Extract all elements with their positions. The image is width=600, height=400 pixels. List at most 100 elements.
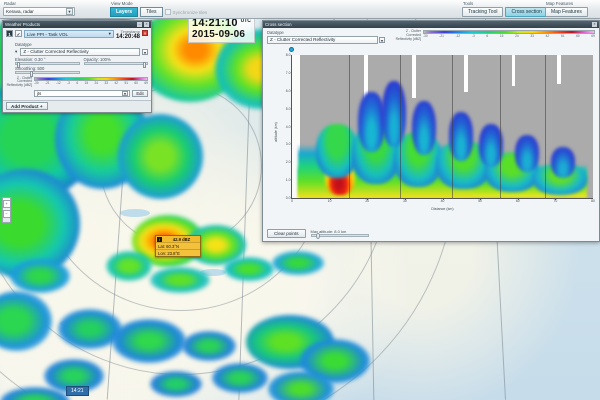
- radar-select[interactable]: Kerava, radar ▼: [3, 7, 75, 16]
- remove-product-button[interactable]: ×: [142, 30, 148, 36]
- timestamp-value: 14:20:48: [115, 34, 140, 40]
- tools-group: Tools Tracking Tool Cross section: [462, 1, 548, 17]
- scale-tick: 33: [530, 34, 534, 39]
- smoothing-slider[interactable]: [15, 70, 80, 77]
- slider-handle[interactable]: [17, 61, 20, 68]
- y-tick: 8.0: [285, 53, 291, 57]
- weather-products-title: Weather Products: [5, 22, 41, 27]
- product-select[interactable]: Live PPI - Task VOL ▾: [24, 30, 114, 38]
- opacity-slider-group: Opacity: 100%: [83, 56, 148, 68]
- x-tick: 20: [365, 199, 370, 203]
- map-zoom-controls[interactable]: + −: [2, 197, 11, 223]
- edit-palette-button[interactable]: Edit: [132, 89, 148, 97]
- scale-tick: -30: [34, 80, 39, 85]
- scale-tick: 51: [124, 80, 128, 85]
- radar-select-value: Kerava, radar: [6, 9, 34, 14]
- scale-tick: -12: [455, 34, 461, 39]
- tracking-tool-button[interactable]: Tracking Tool: [462, 7, 504, 17]
- zoom-in-icon[interactable]: +: [2, 200, 11, 208]
- map-timestamp-utc: UTC: [240, 19, 251, 24]
- datatype-select[interactable]: Z - Clutter Corrected Reflectivity: [20, 47, 140, 56]
- close-icon[interactable]: ×: [592, 22, 597, 27]
- cross-section-plot[interactable]: altitude (km): [267, 47, 595, 213]
- cross-section-point-handle[interactable]: [289, 47, 294, 52]
- scale-tick: -21: [45, 80, 50, 85]
- map-timestamp-time: 14:21:10: [192, 19, 238, 29]
- radar-echo: [272, 251, 324, 275]
- cross-section-titlebar[interactable]: Cross section ×: [263, 21, 599, 28]
- opacity-label: Opacity: 100%: [83, 56, 111, 62]
- y-tick: 0.0: [285, 196, 291, 200]
- clear-points-button[interactable]: Clear points: [267, 229, 306, 238]
- opacity-slider[interactable]: [83, 61, 148, 68]
- add-product-button[interactable]: Add Product +: [6, 102, 48, 111]
- scale-tick: -12: [56, 80, 61, 85]
- radar-echo: [150, 267, 210, 293]
- x-tick: 0: [291, 199, 293, 203]
- slider-handle[interactable]: [29, 70, 33, 77]
- max-altitude-slider[interactable]: [310, 233, 369, 240]
- echo-turret: [550, 146, 575, 178]
- y-tick: 1.0: [285, 178, 291, 183]
- x-tick: 80: [591, 199, 595, 203]
- layer-visible-checkbox[interactable]: ✓: [15, 30, 22, 37]
- tab-tiles[interactable]: Tiles: [140, 7, 163, 17]
- echo-turret: [514, 135, 539, 173]
- color-scale-caption: Z - Clutter Corrected Reflectivity [dBZ]: [6, 75, 32, 88]
- echo-turret: [382, 80, 407, 147]
- cs-scale-caption: Z - Clutter Corrected Reflectivity [dBZ]: [395, 29, 421, 41]
- zoom-out-icon[interactable]: −: [2, 210, 11, 218]
- radar-echo: [182, 331, 236, 361]
- map-time-badge[interactable]: 14:21: [66, 386, 89, 396]
- x-axis-label: Distance (km): [431, 207, 454, 211]
- scale-tick: 15: [499, 34, 504, 39]
- scale-tick: 24: [515, 34, 519, 39]
- cross-section-footer: Clear points Max altitude: 8.0 km: [267, 228, 595, 240]
- cs-datatype-value: Z - Clutter Corrected Reflectivity: [270, 37, 336, 42]
- map-features-button[interactable]: Map Features: [545, 7, 588, 17]
- max-altitude-label: Max altitude: 8.0 km: [310, 228, 347, 234]
- synchronize-tiles-checkbox[interactable]: Synchronize tiles: [164, 9, 207, 15]
- datatype-select-value: Z - Clutter Corrected Reflectivity: [23, 49, 89, 54]
- expand-icon[interactable]: ▾: [15, 48, 18, 54]
- cs-datatype-select[interactable]: Z - Clutter Corrected Reflectivity: [267, 35, 378, 44]
- minimize-icon[interactable]: –: [137, 22, 142, 27]
- slider-handle[interactable]: [143, 61, 146, 68]
- y-axis-label: altitude (km): [273, 122, 278, 142]
- weather-products-body: 1 ✓ Live PPI - Task VOL ▾ Timestamp 14:2…: [3, 28, 151, 100]
- tab-layers[interactable]: Layers: [110, 7, 139, 17]
- data-gap: [556, 55, 562, 84]
- chevron-down-icon[interactable]: ▾: [142, 48, 148, 55]
- y-tick: 7.0: [285, 70, 291, 75]
- cross-section-header: Datatype Z - Clutter Corrected Reflectiv…: [263, 28, 599, 44]
- close-icon[interactable]: ×: [144, 22, 149, 27]
- slider-handle[interactable]: [315, 233, 320, 240]
- tooltip-lat: Lat: 60.3°N: [156, 242, 200, 249]
- map-timestamp-date: 2015-09-06: [192, 29, 246, 40]
- chevron-down-icon[interactable]: ▾: [379, 36, 385, 43]
- x-tick: 60: [515, 199, 520, 203]
- radar-echo: [10, 259, 70, 293]
- plot-axes: 0.0 1.0 2.0 3.0 4.0 5.0 6.0 7.0 8.0 0 10…: [286, 53, 595, 211]
- map-timestamp-overlay: 14:21:10 UTC 2015-09-06: [188, 19, 255, 43]
- weather-products-titlebar[interactable]: Weather Products – ×: [3, 21, 151, 28]
- ray-divider: [349, 55, 350, 198]
- scale-tick: 6: [486, 34, 489, 39]
- weather-products-panel: Weather Products – × 1 ✓ Live PPI - Task…: [2, 20, 152, 113]
- timestamp-label: Timestamp: [120, 29, 140, 34]
- cross-section-button[interactable]: Cross section: [505, 7, 548, 17]
- elevation-slider[interactable]: [15, 61, 80, 68]
- y-tick: 2.0: [285, 160, 291, 165]
- tools-legend: Tools: [463, 1, 474, 6]
- radar-echo: [106, 251, 152, 281]
- palette-select[interactable]: jts ▾: [34, 89, 130, 97]
- cross-section-title: Cross section: [265, 22, 292, 27]
- radar-echo: [118, 114, 203, 199]
- ray-divider: [544, 55, 546, 198]
- scale-tick: 42: [114, 80, 119, 85]
- map-features-legend: Map Features: [546, 1, 574, 6]
- echo-turret: [478, 123, 503, 167]
- x-tick: 70: [553, 199, 558, 203]
- x-tick: 10: [327, 199, 332, 203]
- echo-turret: [412, 100, 437, 156]
